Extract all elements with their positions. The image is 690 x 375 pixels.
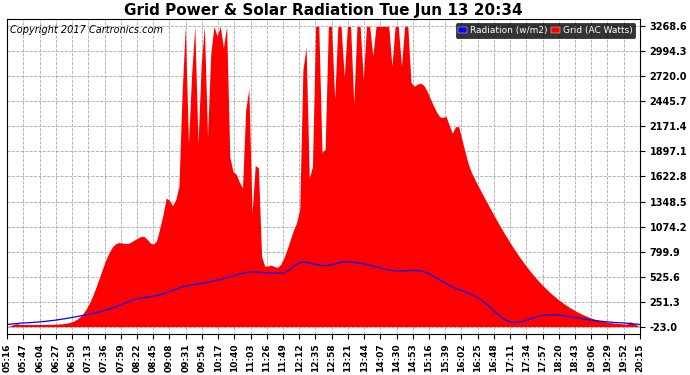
Title: Grid Power & Solar Radiation Tue Jun 13 20:34: Grid Power & Solar Radiation Tue Jun 13 … [124, 3, 523, 18]
Text: Copyright 2017 Cartronics.com: Copyright 2017 Cartronics.com [10, 25, 164, 35]
Legend: Radiation (w/m2), Grid (AC Watts): Radiation (w/m2), Grid (AC Watts) [455, 24, 635, 38]
